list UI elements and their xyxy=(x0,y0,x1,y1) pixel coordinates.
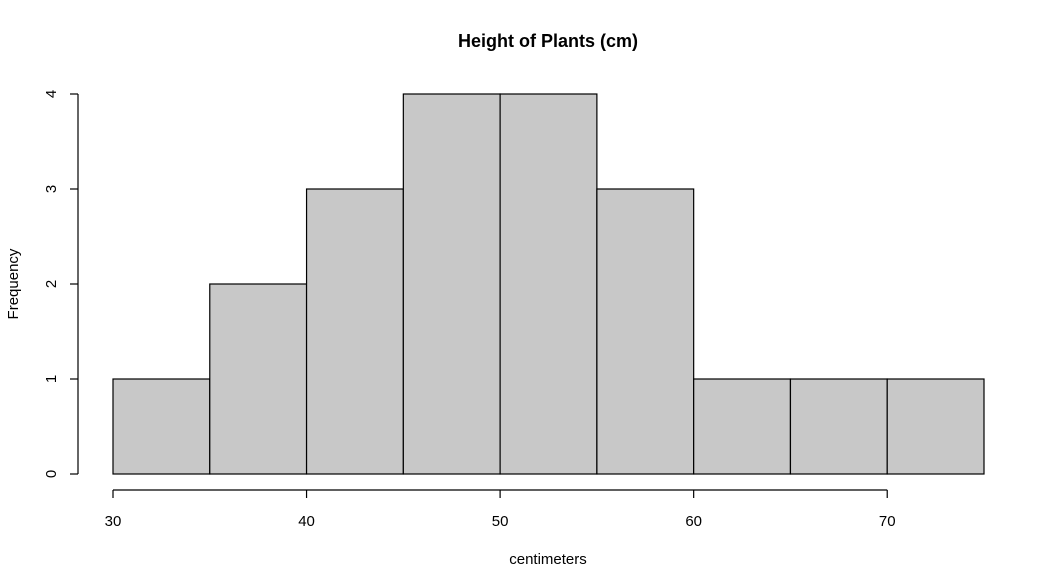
histogram-bar xyxy=(499,93,598,475)
x-tick-label: 40 xyxy=(298,513,315,530)
histogram-bar xyxy=(789,378,888,475)
x-tick-label: 70 xyxy=(879,513,896,530)
x-tick-label: 60 xyxy=(685,513,702,530)
x-tick-label: 50 xyxy=(492,513,509,530)
y-axis-label: Frequency xyxy=(5,248,22,319)
x-tick-label: 30 xyxy=(105,513,122,530)
y-tick-label: 4 xyxy=(43,90,60,98)
y-axis: 0 1 2 3 4 xyxy=(43,90,79,478)
x-axis-label: centimeters xyxy=(509,551,587,568)
histogram-bar xyxy=(112,378,211,475)
histogram-bar xyxy=(209,283,308,475)
histogram-bar xyxy=(402,93,501,475)
y-tick-label: 1 xyxy=(43,375,60,383)
y-tick-label: 0 xyxy=(43,470,60,478)
bars-group xyxy=(112,93,985,475)
histogram-bar xyxy=(693,378,792,475)
x-axis: 30 40 50 60 70 xyxy=(105,489,896,530)
histogram-bar xyxy=(305,188,404,475)
histogram-bar xyxy=(886,378,985,475)
y-tick-label: 2 xyxy=(43,280,60,288)
histogram-bar xyxy=(596,188,695,475)
chart-title: Height of Plants (cm) xyxy=(458,31,638,51)
y-tick-label: 3 xyxy=(43,185,60,193)
